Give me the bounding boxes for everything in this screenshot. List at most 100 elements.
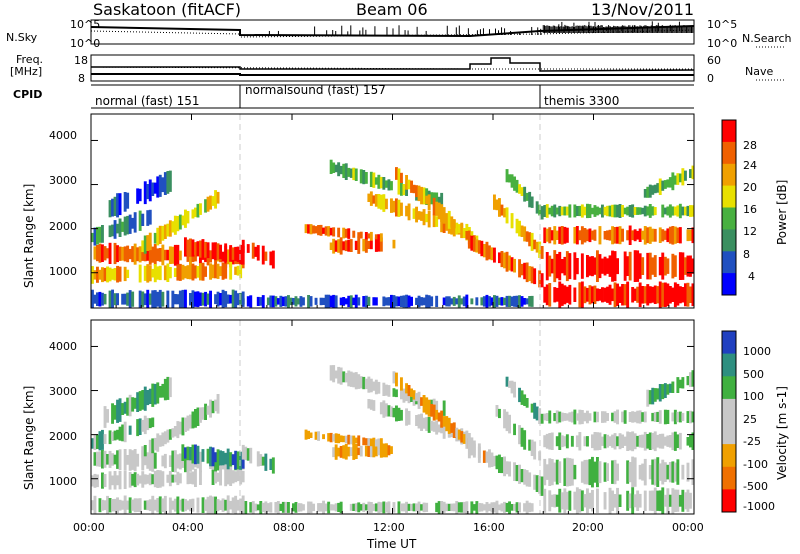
echo-cell xyxy=(96,474,99,488)
echo-cell xyxy=(153,383,157,405)
echo-cell xyxy=(241,453,245,469)
echo-cell xyxy=(575,226,579,245)
echo-cell xyxy=(598,207,602,215)
time-tick: 12:00 xyxy=(373,521,405,534)
velocity-panel xyxy=(90,319,695,515)
echo-cell xyxy=(636,490,640,511)
echo-cell xyxy=(601,204,604,218)
echo-cell xyxy=(148,418,152,429)
echo-cell xyxy=(103,474,107,488)
echo-cell xyxy=(367,296,371,306)
echo-cell xyxy=(503,208,506,218)
echo-cell xyxy=(676,411,680,423)
time-tick: 00:00 xyxy=(73,521,105,534)
echo-cell xyxy=(686,437,690,446)
velocity-colorbar-tick: -100 xyxy=(743,458,768,471)
echo-cell xyxy=(241,470,245,483)
freq-label: Freq. xyxy=(16,53,44,66)
echo-cell xyxy=(508,461,511,477)
echo-cell xyxy=(648,432,652,450)
echo-cell xyxy=(689,169,692,178)
echo-cell xyxy=(136,419,140,437)
echo-cell xyxy=(184,447,187,459)
echo-cell xyxy=(156,498,160,513)
echo-cell xyxy=(651,459,655,485)
echo-cell xyxy=(377,381,381,394)
echo-cell xyxy=(327,226,331,237)
echo-cell xyxy=(626,490,630,511)
echo-cell xyxy=(641,463,645,481)
echo-cell xyxy=(415,393,418,402)
echo-cell xyxy=(636,410,640,424)
echo-cell xyxy=(332,227,336,237)
echo-cell xyxy=(246,244,250,253)
nave-tick-bottom: 0 xyxy=(707,72,714,85)
echo-cell xyxy=(244,446,248,461)
echo-cell xyxy=(385,443,388,458)
echo-cell xyxy=(586,255,589,278)
echo-cell xyxy=(643,205,647,217)
echo-cell xyxy=(553,226,557,245)
echo-cell xyxy=(425,502,429,512)
echo-cell xyxy=(274,502,278,513)
echo-cell xyxy=(339,165,343,175)
echo-cell xyxy=(407,391,411,404)
echo-cell xyxy=(477,503,481,512)
echo-cell xyxy=(168,471,172,487)
echo-cell xyxy=(392,502,396,513)
echo-cell xyxy=(201,497,205,513)
echo-cell xyxy=(269,295,273,308)
echo-cell xyxy=(651,185,655,195)
echo-cell xyxy=(357,374,361,389)
echo-cell xyxy=(369,231,373,241)
echo-cell xyxy=(214,496,217,514)
echo-cell xyxy=(337,227,341,238)
echo-cell xyxy=(163,495,167,514)
echo-cell xyxy=(535,475,539,492)
echo-cell xyxy=(465,433,469,449)
echo-cell xyxy=(432,404,436,421)
echo-cell xyxy=(342,445,346,459)
echo-cell xyxy=(578,230,582,241)
echo-cell xyxy=(500,457,504,474)
echo-cell xyxy=(209,446,212,467)
echo-cell xyxy=(138,188,142,202)
echo-cell xyxy=(603,411,607,423)
echo-cell xyxy=(613,494,617,508)
echo-cell xyxy=(241,245,245,265)
echo-cell xyxy=(573,491,577,510)
echo-cell xyxy=(395,167,398,180)
echo-cell xyxy=(460,502,464,513)
echo-cell xyxy=(153,499,157,511)
echo-cell xyxy=(681,168,685,186)
echo-cell xyxy=(425,417,429,431)
echo-cell xyxy=(113,471,117,490)
echo-cell xyxy=(148,179,152,202)
power-ytick: 2000 xyxy=(49,220,77,233)
echo-cell xyxy=(616,258,619,275)
echo-cell xyxy=(565,251,569,282)
echo-cell xyxy=(641,286,645,304)
cpid-band xyxy=(91,84,694,109)
echo-cell xyxy=(598,461,602,484)
echo-cell xyxy=(342,241,346,251)
echo-cell xyxy=(211,447,215,467)
echo-cell xyxy=(518,295,521,308)
echo-cell xyxy=(631,431,635,452)
echo-cell xyxy=(181,455,185,468)
echo-cell xyxy=(628,493,632,509)
echo-cell xyxy=(684,206,687,216)
echo-cell xyxy=(528,439,532,451)
echo-cell xyxy=(525,262,529,283)
echo-cell xyxy=(573,204,577,218)
echo-cell xyxy=(347,370,351,387)
echo-cell xyxy=(666,384,670,395)
echo-cell xyxy=(211,242,215,260)
echo-cell xyxy=(450,298,454,305)
echo-cell xyxy=(334,433,338,444)
echo-cell xyxy=(482,296,486,307)
echo-cell xyxy=(98,431,102,451)
echo-cell xyxy=(209,290,212,308)
echo-cell xyxy=(568,458,572,487)
echo-cell xyxy=(405,383,408,394)
